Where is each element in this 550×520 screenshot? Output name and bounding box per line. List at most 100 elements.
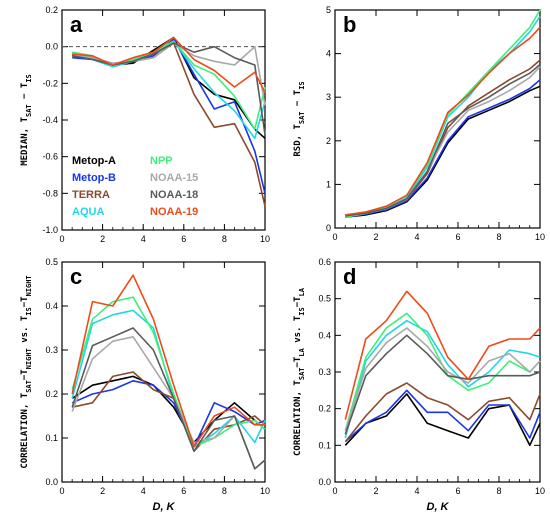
- plot-frame: [334, 261, 541, 483]
- series-line-noaa-18: [71, 327, 266, 470]
- panel-letter: b: [343, 12, 356, 37]
- y-tick-label: 0.5: [318, 294, 331, 304]
- series-line-metop-a: [344, 393, 541, 447]
- series-line-metop-a: [71, 375, 266, 444]
- x-tick-label: 4: [141, 234, 146, 244]
- legend-entry-noaa-15: NOAA-15: [150, 172, 198, 184]
- y-tick-label: -0.8: [42, 188, 58, 198]
- series-line-metop-b: [71, 379, 266, 448]
- x-axis-label: D, K: [153, 501, 176, 513]
- panels: 0 2 4 6 8 10-1.0-0.8-0.6-0.4-0.20.00.2aMEDIAN…: [20, 5, 545, 513]
- x-tick-label: 2: [100, 234, 105, 244]
- x-tick-label: 10: [260, 234, 270, 244]
- y-tick-label: 0.0: [318, 477, 331, 487]
- x-tick-label: 6: [455, 486, 460, 496]
- y-tick-label: 0.4: [318, 330, 331, 340]
- panel-letter: a: [70, 12, 83, 37]
- series-line-npp: [71, 296, 266, 448]
- y-tick-label: 0.0: [45, 477, 58, 487]
- legend-entry-aqua: AQUA: [72, 206, 104, 218]
- legend-entry-npp: NPP: [150, 155, 173, 167]
- series-line-noaa-15: [344, 327, 541, 431]
- y-tick-label: 1: [326, 179, 331, 189]
- series-line-noaa-18: [72, 42, 266, 135]
- legend-entry-noaa-18: NOAA-18: [150, 189, 198, 201]
- y-tick-label: 0.0: [45, 42, 58, 52]
- plot-frame: [61, 261, 266, 483]
- y-tick-label: 0: [326, 223, 331, 233]
- y-tick-label: 0.6: [318, 257, 331, 267]
- legend-entry-metop-a: Metop-A: [72, 155, 116, 167]
- y-tick-label: -0.2: [42, 78, 58, 88]
- series-line-noaa-15: [345, 66, 541, 217]
- legend: Metop-A Metop-B TERRA AQUA NPP NOAA-15 N…: [72, 155, 198, 218]
- x-tick-label: 8: [496, 486, 501, 496]
- x-tick-label: 2: [373, 232, 378, 242]
- panel-a: 0 2 4 6 8 10 -1.0 -0.8 -0.6 -0.4 -0.2 0.0 0.2 a MEDIAN…: [20, 5, 270, 244]
- x-tick-label: 6: [181, 234, 186, 244]
- x-tick-label: 0: [59, 234, 64, 244]
- x-tick-label: 8: [496, 232, 501, 242]
- y-tick-label: 0.3: [45, 345, 58, 355]
- series-line-noaa-19: [72, 36, 266, 93]
- series-line-npp: [345, 9, 541, 218]
- y-tick-label: -0.6: [42, 152, 58, 162]
- x-tick-label: 2: [373, 486, 378, 496]
- panel-letter: d: [343, 264, 356, 289]
- series-line-metop-b: [345, 79, 541, 218]
- legend-entry-terra: TERRA: [72, 189, 110, 201]
- series-line-aqua: [71, 40, 266, 140]
- y-tick-label: 0.2: [45, 5, 58, 15]
- series-line-aqua: [344, 319, 541, 439]
- series-line-noaa-19: [345, 26, 541, 216]
- x-tick-label: 6: [181, 486, 186, 496]
- x-tick-label: 10: [535, 486, 545, 496]
- x-tick-label: 4: [141, 486, 146, 496]
- plot-frame: [334, 9, 541, 229]
- series-line-noaa-19: [71, 274, 265, 448]
- legend-entry-metop-b: Metop-B: [72, 172, 116, 184]
- series-line-noaa-18: [345, 63, 541, 217]
- panel-d: 0 2 4 6 8 10 0.0 0.1 0.2 0.3 0.4 0.5 0.6 d CORRELATION…: [293, 257, 545, 513]
- x-tick-label: 2: [100, 486, 105, 496]
- series-line-metop-b: [344, 389, 541, 443]
- x-tick-label: 10: [535, 232, 545, 242]
- x-tick-label: 6: [455, 232, 460, 242]
- y-tick-label: 0.2: [45, 389, 58, 399]
- y-tick-label: 4: [326, 49, 331, 59]
- y-axis-label: MEDIAN, TSAT − TIS: [20, 74, 33, 166]
- y-tick-label: -0.4: [42, 115, 58, 125]
- x-tick-label: 8: [222, 234, 227, 244]
- x-axis-label: D, K: [427, 501, 450, 513]
- x-tick-label: 0: [59, 486, 64, 496]
- y-axis-label: CORRELATION, TSAT−TNIGHT vs. TIS−TNIGHT: [20, 275, 33, 468]
- y-tick-label: 0.4: [45, 301, 58, 311]
- y-axis-label: RSD, TSAT − TIS: [293, 81, 306, 156]
- panel-letter: c: [70, 264, 82, 289]
- x-tick-label: 4: [414, 232, 419, 242]
- series-line-noaa-18: [344, 334, 541, 435]
- x-tick-label: 8: [222, 486, 227, 496]
- y-tick-label: 0.1: [318, 440, 331, 450]
- y-tick-label: 2: [326, 136, 331, 146]
- y-tick-label: 0.1: [45, 433, 58, 443]
- x-tick-label: 0: [332, 486, 337, 496]
- panel-b: 0 2 4 6 8 10 0 1 2 3 4 5 b RSD, TSAT − TIS: [293, 5, 545, 242]
- y-tick-label: 3: [326, 92, 331, 102]
- series-line-metop-a: [72, 36, 266, 139]
- panel-c: 0 2 4 6 8 10 0.0 0.1 0.2 0.3 0.4 0.5 c CORRELATION, T…: [20, 257, 270, 513]
- y-tick-label: 0.2: [318, 404, 331, 414]
- legend-entry-noaa-19: NOAA-19: [150, 206, 198, 218]
- x-tick-label: 0: [332, 232, 337, 242]
- y-tick-label: 5: [326, 5, 331, 15]
- series-line-noaa-19: [344, 290, 541, 420]
- x-tick-label: 4: [414, 486, 419, 496]
- y-tick-label: 0.3: [318, 367, 331, 377]
- series-line-metop-a: [345, 85, 541, 218]
- series-line-noaa-15: [72, 42, 266, 106]
- x-tick-label: 10: [260, 486, 270, 496]
- y-tick-label: -1.0: [42, 225, 58, 235]
- series-line-terra: [344, 382, 541, 443]
- y-tick-label: 0.5: [45, 257, 58, 267]
